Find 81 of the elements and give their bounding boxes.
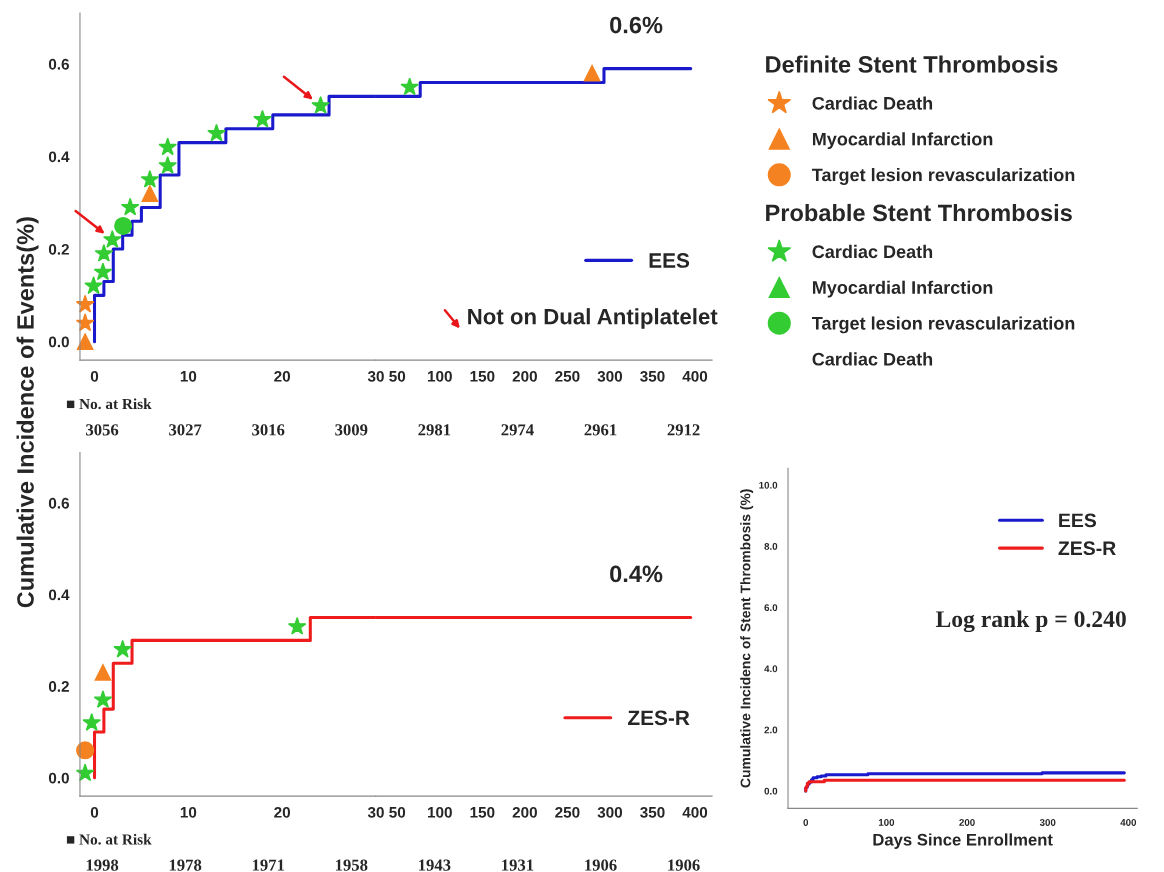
y-tick-label: 0.6 bbox=[48, 497, 69, 509]
text: Cardiac Death bbox=[812, 352, 933, 366]
legend-label: Cardiac Death bbox=[812, 244, 933, 259]
y-axis-title: Cumulative Incidenc of Stent Thrombosis (%) bbox=[740, 489, 754, 788]
x-tick-label: 300 bbox=[1039, 819, 1056, 826]
x-tick-label: 250 bbox=[555, 370, 580, 382]
x-tick-label: 400 bbox=[682, 370, 708, 382]
x-tick-label: 150 bbox=[470, 370, 495, 382]
text: ■ No. at Risk bbox=[66, 398, 152, 410]
x-tick-label: 200 bbox=[512, 806, 537, 818]
x-tick-label: 400 bbox=[682, 806, 708, 818]
text: 1958 bbox=[335, 859, 368, 871]
x-tick-label: 30 bbox=[367, 806, 384, 818]
x-tick-label: 100 bbox=[428, 806, 452, 818]
text: Definite Stent Thrombosis bbox=[766, 55, 1058, 73]
text: 2974 bbox=[501, 424, 534, 436]
text: ■ No. at Risk bbox=[66, 833, 152, 845]
x-tick-label: 0 bbox=[90, 806, 99, 818]
legend-label: ZES-R bbox=[628, 710, 690, 726]
x-tick-label: 100 bbox=[878, 819, 895, 826]
y-tick-label: 2.0 bbox=[764, 726, 778, 734]
y-tick-label: 4.0 bbox=[764, 665, 778, 673]
text: 3016 bbox=[252, 424, 285, 436]
text: 1931 bbox=[502, 859, 534, 871]
legend-label: Target lesion revascularization bbox=[811, 316, 1075, 334]
x-tick-label: 0 bbox=[90, 370, 99, 382]
y-tick-label: 0.2 bbox=[48, 681, 69, 692]
annotation: Log rank p = 0.240 bbox=[935, 610, 1126, 633]
legend-label: EES bbox=[1059, 513, 1097, 528]
y-tick-label: 10.0 bbox=[759, 481, 778, 489]
x-tick-label: 150 bbox=[470, 806, 495, 818]
annotation: 0.4% bbox=[610, 565, 663, 583]
x-tick-label: 0 bbox=[803, 819, 809, 826]
text: 3027 bbox=[169, 424, 202, 436]
y-tick-label: 8.0 bbox=[764, 542, 778, 550]
x-tick-label: 50 bbox=[389, 806, 406, 818]
x-tick-label: 30 bbox=[367, 370, 384, 382]
legend-label: EES bbox=[649, 253, 690, 268]
x-tick-label: 350 bbox=[640, 370, 665, 382]
text: 2912 bbox=[667, 424, 700, 436]
x-tick-label: 10 bbox=[180, 370, 197, 382]
x-tick-label: 100 bbox=[428, 370, 452, 382]
y-tick-label: 0.2 bbox=[48, 243, 69, 255]
x-tick-label: 10 bbox=[180, 806, 197, 818]
x-tick-label: 20 bbox=[274, 806, 291, 818]
x-axis-title: Days Since Enrollment bbox=[873, 833, 1053, 849]
y-tick-label: 6.0 bbox=[764, 604, 778, 612]
legend-label: Myocardial Infarction bbox=[812, 280, 993, 298]
text: 2981 bbox=[418, 424, 451, 436]
text: 1998 bbox=[86, 859, 119, 871]
x-tick-label: 200 bbox=[512, 370, 537, 382]
legend-label: Cardiac Death bbox=[812, 96, 933, 110]
x-tick-label: 300 bbox=[597, 806, 623, 818]
y-tick-label: 0.0 bbox=[48, 772, 69, 784]
annotation: 0.6% bbox=[610, 16, 663, 34]
x-tick-label: 300 bbox=[597, 370, 623, 382]
text: 1971 bbox=[252, 859, 285, 871]
x-tick-label: 50 bbox=[389, 370, 406, 382]
legend-label: ZES-R bbox=[1058, 541, 1116, 556]
x-tick-label: 250 bbox=[555, 806, 580, 818]
text: 1978 bbox=[169, 859, 202, 871]
text: 1943 bbox=[419, 859, 451, 871]
y-tick-label: 0.0 bbox=[764, 787, 778, 795]
y-tick-label: 0.4 bbox=[48, 151, 70, 163]
y-tick-label: 0.6 bbox=[48, 58, 69, 70]
text: Probable Stent Thrombosis bbox=[766, 203, 1072, 222]
legend-label: Myocardial Infarction bbox=[812, 132, 993, 150]
x-tick-label: 350 bbox=[640, 806, 665, 818]
annotation: Not on Dual Antiplatelet bbox=[468, 308, 718, 329]
text: 3009 bbox=[335, 424, 368, 436]
x-tick-label: 200 bbox=[959, 819, 975, 826]
y-axis-title: Cumulative Incidence of Events(%) bbox=[16, 217, 39, 608]
y-tick-label: 0.0 bbox=[48, 336, 69, 348]
legend-label: Target lesion revascularization bbox=[811, 168, 1075, 185]
x-tick-label: 400 bbox=[1120, 819, 1137, 826]
text: 1906 bbox=[585, 859, 617, 871]
y-tick-label: 0.4 bbox=[48, 589, 70, 601]
text: 2961 bbox=[584, 424, 617, 436]
x-tick-label: 20 bbox=[274, 370, 291, 382]
text: 3056 bbox=[86, 424, 119, 436]
text: 1906 bbox=[668, 859, 700, 871]
